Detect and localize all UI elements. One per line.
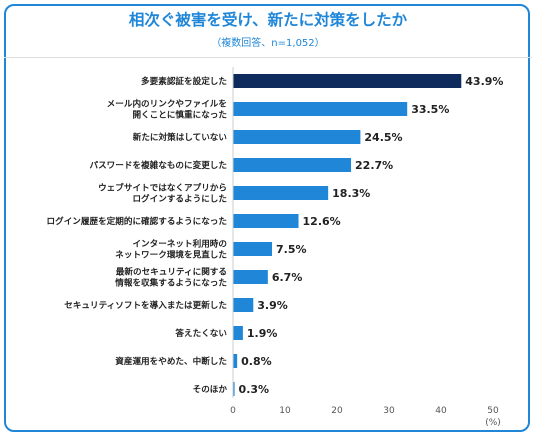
bar-7 — [233, 270, 268, 284]
bar-5 — [233, 214, 299, 228]
value-label-10: 0.8% — [241, 355, 272, 368]
bar-8 — [233, 298, 254, 312]
category-label-0-0: 多要素認証を設定した — [141, 75, 227, 87]
category-label-9-0: 答えたくない — [174, 327, 227, 339]
title-divider — [4, 57, 532, 58]
category-label-11-0: そのほか — [193, 384, 228, 395]
category-label-6-0: インターネット利用時の — [132, 238, 227, 250]
value-label-3: 22.7% — [355, 159, 393, 172]
value-label-7: 6.7% — [272, 271, 303, 284]
x-unit-label: (%) — [485, 418, 501, 428]
category-label-1-0: メール内のリンクやファイルを — [107, 98, 227, 110]
category-label-10-0: 資産運用をやめた、中断した — [115, 355, 227, 367]
value-label-0: 43.9% — [465, 75, 503, 88]
bar-0 — [233, 74, 462, 88]
x-tick-label-4: 40 — [435, 406, 447, 416]
category-label-6-1: ネットワーク環境を見直した — [115, 249, 227, 261]
category-label-1-1: 開くことに慎重になった — [132, 109, 227, 121]
category-label-2-0: 新たに対策はしていない — [133, 131, 228, 143]
category-label-7-1: 情報を収集するようになった — [114, 277, 227, 289]
bar-1 — [233, 102, 408, 116]
x-tick-label-5: 50 — [487, 406, 499, 416]
category-label-3-0: パスワードを複雑なものに変更した — [89, 159, 227, 171]
category-label-4-0: ウェブサイトではなくアプリから — [98, 182, 227, 194]
value-label-1: 33.5% — [411, 103, 449, 116]
category-label-7-0: 最新のセキュリティに関する — [116, 266, 227, 278]
value-label-5: 12.6% — [303, 215, 341, 228]
bar-3 — [233, 158, 352, 172]
chart-title: 相次ぐ被害を受け、新たに対策をしたか — [128, 11, 408, 29]
category-label-8-0: セキュリティソフトを導入または更新した — [64, 299, 227, 311]
bar-9 — [233, 326, 243, 340]
value-label-8: 3.9% — [257, 299, 288, 312]
chart-subtitle: （複数回答、n=1,052） — [211, 38, 325, 49]
bar-11 — [233, 382, 235, 396]
x-tick-label-1: 10 — [279, 406, 291, 416]
bar-4 — [233, 186, 329, 200]
value-label-9: 1.9% — [247, 327, 278, 340]
category-label-4-1: ログインするようにした — [132, 193, 227, 205]
x-tick-label-0: 0 — [230, 406, 236, 416]
bar-10 — [233, 354, 238, 368]
bar-2 — [233, 130, 361, 144]
value-label-2: 24.5% — [364, 131, 402, 144]
x-tick-label-2: 20 — [331, 406, 343, 416]
value-label-11: 0.3% — [239, 383, 270, 396]
x-tick-label-3: 30 — [383, 406, 395, 416]
value-label-4: 18.3% — [332, 187, 370, 200]
category-label-5-0: ログイン履歴を定期的に確認するようになった — [47, 215, 227, 227]
value-label-6: 7.5% — [276, 243, 307, 256]
bar-6 — [233, 242, 272, 256]
